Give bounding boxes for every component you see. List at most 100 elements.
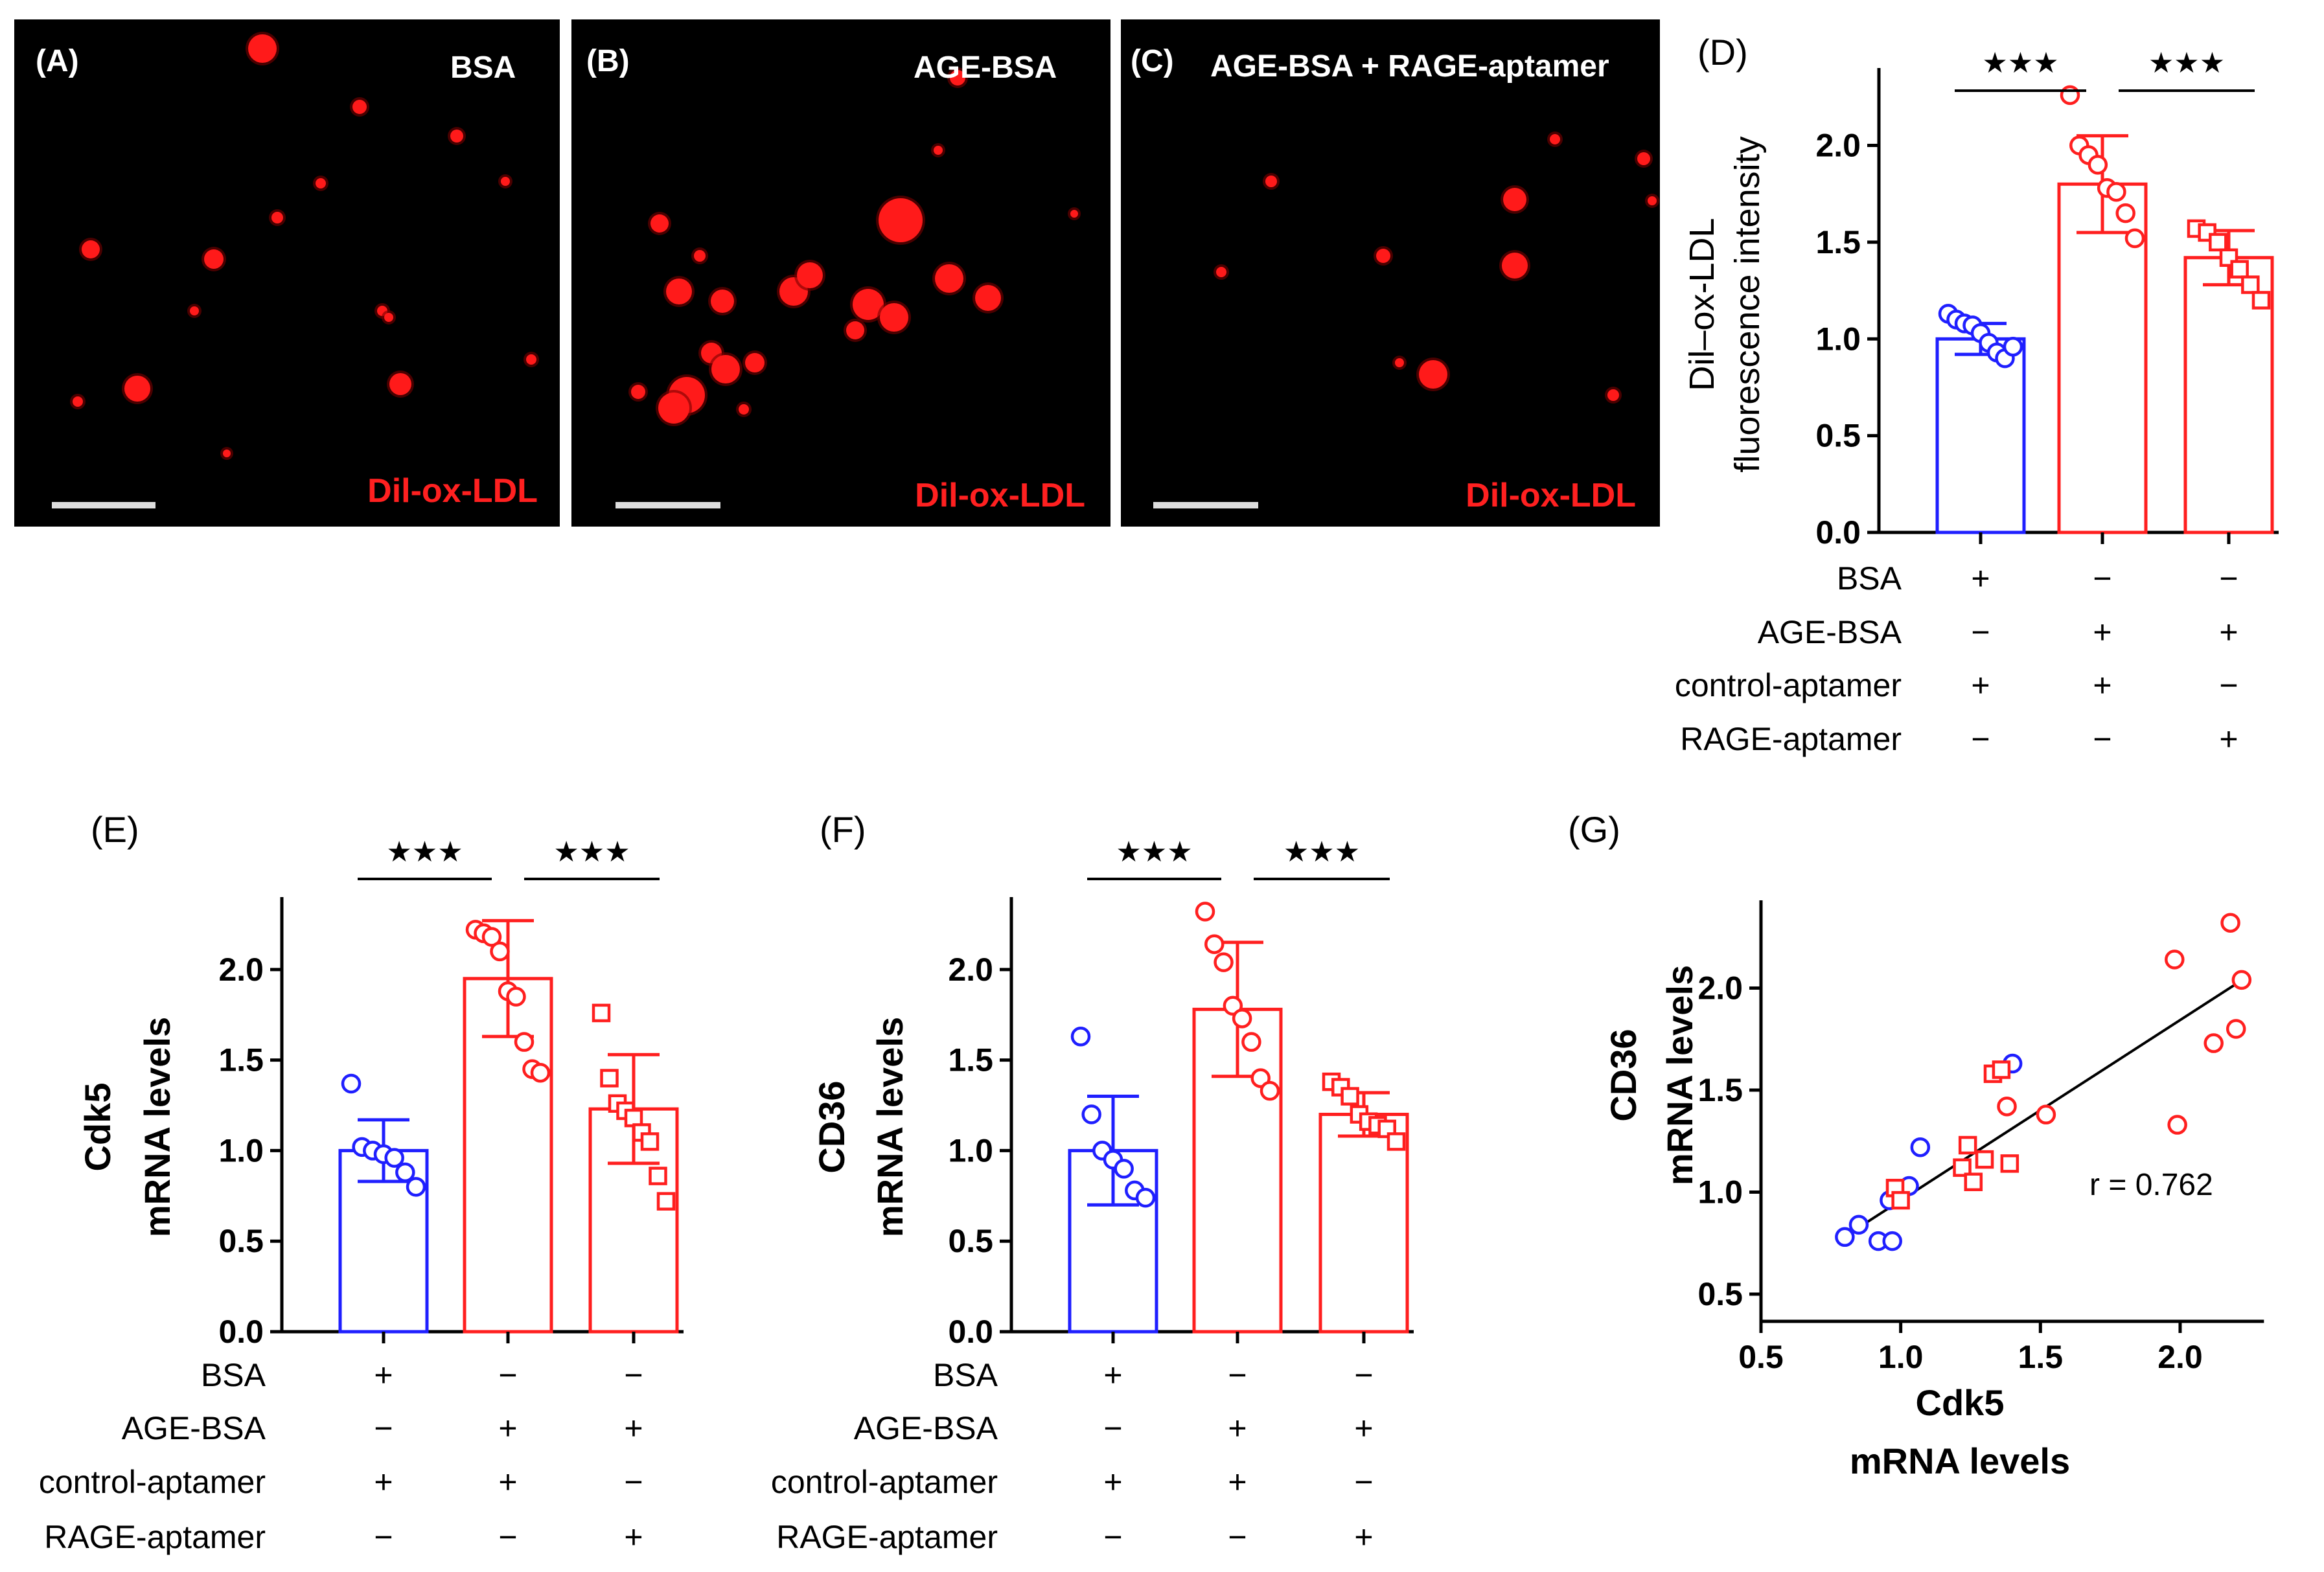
micrograph-c-stain: Dil-ox-LDL — [1466, 477, 1636, 514]
spot — [853, 289, 884, 320]
condition-sign: + — [1354, 1410, 1373, 1446]
condition-label: RAGE-aptamer — [1680, 721, 1902, 757]
data-point — [1204, 934, 1225, 954]
condition-label: BSA — [933, 1357, 998, 1393]
data-point — [2209, 233, 2227, 252]
y-tick-label: 0.5 — [218, 1223, 264, 1259]
x-tick-label: 0.5 — [1738, 1339, 1784, 1375]
condition-label: RAGE-aptamer — [776, 1519, 998, 1555]
condition-label: AGE-BSA — [1758, 614, 1902, 650]
spot — [1503, 188, 1526, 211]
condition-sign: − — [374, 1410, 393, 1446]
spot — [1502, 253, 1528, 279]
data-point — [2230, 260, 2249, 279]
data-point — [1081, 1104, 1101, 1124]
micrograph-c-treatment: AGE-BSA + RAGE-aptamer — [1210, 49, 1609, 84]
condition-sign: + — [1103, 1464, 1122, 1500]
data-point — [656, 1192, 676, 1211]
scatter-point — [2220, 913, 2240, 933]
micrograph-b-treatment: AGE-BSA — [914, 51, 1057, 85]
y-tick-label: 2.0 — [948, 951, 993, 988]
x-tick-label: 1.5 — [2018, 1339, 2064, 1375]
significance-stars: ★★★ — [2148, 47, 2225, 79]
data-point — [1260, 1080, 1280, 1101]
bar — [1935, 337, 2026, 534]
panel-label: (F) — [820, 809, 866, 850]
condition-sign: − — [1103, 1519, 1122, 1555]
data-point — [1214, 952, 1234, 972]
y-tick-label: 0.5 — [948, 1223, 993, 1259]
panel-label: (D) — [1697, 32, 1748, 73]
scatter-point — [1910, 1137, 1931, 1157]
spot — [745, 353, 765, 372]
y-tick-label: 1.5 — [218, 1042, 264, 1078]
x-axis-title: Cdk5 — [1916, 1382, 2005, 1423]
spot — [666, 279, 692, 304]
spot — [389, 373, 411, 395]
significance-stars: ★★★ — [1283, 836, 1360, 868]
condition-sign: + — [374, 1357, 393, 1393]
condition-sign: − — [624, 1464, 643, 1500]
micrograph-a-background — [14, 19, 560, 527]
scatter-point — [2226, 1019, 2246, 1039]
data-point — [2106, 181, 2126, 202]
condition-sign: − — [1354, 1357, 1373, 1393]
y-tick-label: 1.0 — [948, 1132, 993, 1168]
data-point — [341, 1073, 362, 1094]
y-axis-title: CD36 — [811, 1080, 852, 1173]
spot — [1648, 196, 1657, 205]
data-point — [1114, 1159, 1134, 1179]
spot — [1419, 360, 1447, 389]
spot — [271, 212, 283, 223]
spot — [450, 130, 463, 142]
scatter-point — [2167, 1115, 2187, 1135]
spot — [1376, 249, 1390, 263]
y-axis-title: mRNA levels — [869, 1017, 910, 1237]
y-axis-title: Dil–ox-LDL — [1683, 218, 1721, 391]
condition-sign: − — [1228, 1357, 1247, 1393]
y-tick-label: 1.5 — [948, 1042, 993, 1078]
chart-e: (E) 0.0 0.5 1.0 1.5 2.0 Cdk5 mRNA levels ★★★ ★★★ B… — [39, 809, 684, 1555]
condition-label: AGE-BSA — [854, 1410, 998, 1446]
panel-label: (G) — [1568, 809, 1620, 850]
data-point — [592, 1003, 611, 1023]
micrograph-a-panel-label: (A) — [36, 44, 79, 78]
spot — [694, 250, 706, 262]
condition-label: AGE-BSA — [122, 1410, 266, 1446]
data-point — [1070, 1027, 1091, 1047]
data-point — [2124, 228, 2145, 249]
spot — [631, 385, 645, 399]
spot — [190, 306, 199, 315]
scatter-point — [2036, 1104, 2056, 1125]
condition-sign: − — [1103, 1410, 1122, 1446]
data-point — [640, 1132, 660, 1151]
micrograph-c-panel-label: (C) — [1131, 44, 1174, 78]
x-tick-label: 2.0 — [2157, 1339, 2203, 1375]
y-tick-label: 0.0 — [218, 1314, 264, 1350]
condition-sign: + — [624, 1410, 643, 1446]
x-axis-title: mRNA levels — [1850, 1441, 2070, 1481]
scatter-point — [2231, 970, 2252, 990]
condition-sign: + — [1103, 1357, 1122, 1393]
scatter-point — [1958, 1135, 1977, 1155]
condition-label: control-aptamer — [771, 1464, 998, 1500]
condition-sign: + — [624, 1519, 643, 1555]
y-axis-title: fluorescence intensity — [1728, 136, 1767, 472]
micrograph-c-spots — [1214, 131, 1659, 404]
micrograph-c-background — [1121, 19, 1660, 527]
spot — [1550, 134, 1560, 144]
spot — [204, 249, 224, 269]
condition-sign: − — [2093, 560, 2111, 597]
data-point — [1195, 902, 1215, 922]
y-axis-title: mRNA levels — [1659, 965, 1700, 1185]
condition-sign: − — [1971, 721, 1990, 757]
spot — [711, 290, 734, 313]
condition-sign: − — [498, 1519, 517, 1555]
y-tick-label: 0.0 — [1815, 514, 1861, 551]
y-tick-label: 0.5 — [1697, 1276, 1743, 1312]
spot — [1265, 176, 1277, 187]
micrograph-a: (A) BSA Dil-ox-LDL — [14, 19, 560, 527]
spot — [501, 177, 510, 186]
